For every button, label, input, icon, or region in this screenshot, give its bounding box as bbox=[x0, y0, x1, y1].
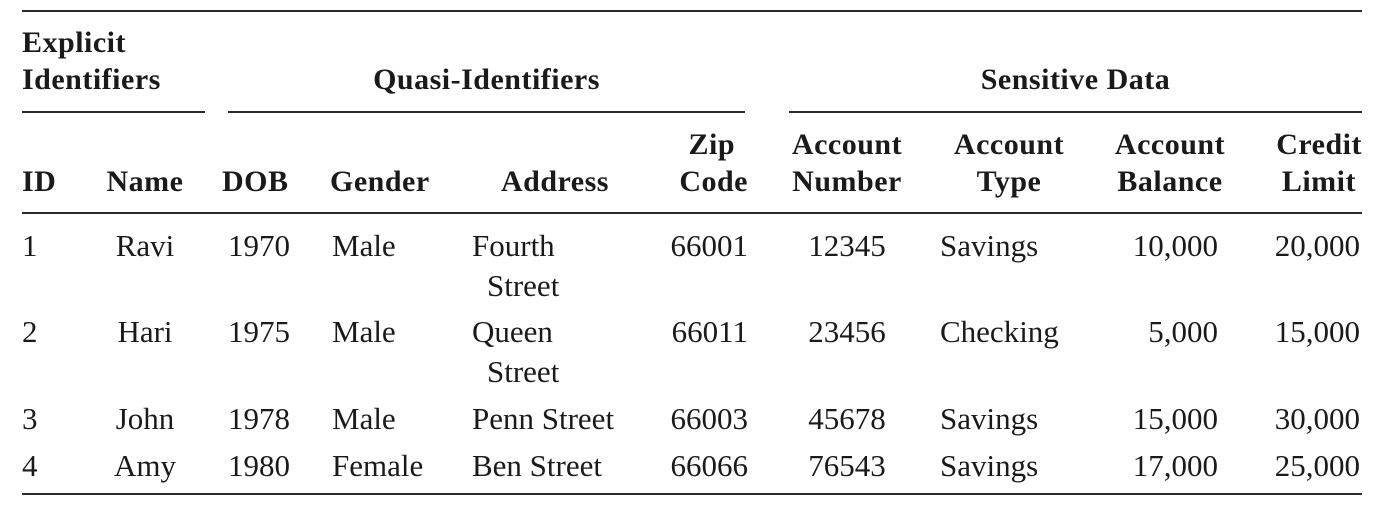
table-cell-address-line1: Penn Street bbox=[472, 401, 615, 436]
sensitive-group-rule bbox=[789, 111, 1362, 113]
table-cell-zip: 66011 bbox=[671, 314, 748, 349]
col-header-credit-limit-line2: Limit bbox=[1281, 165, 1356, 198]
col-header-account-type-line2: Type bbox=[976, 165, 1042, 198]
table-cell-address-line2: Street bbox=[487, 354, 560, 389]
group-quasi-identifiers: Quasi-Identifiers bbox=[373, 63, 600, 96]
table-cell-account-balance: 10,000 bbox=[1132, 228, 1218, 263]
table-cell-account-balance: 17,000 bbox=[1132, 448, 1218, 483]
table-cell-zip: 66003 bbox=[670, 401, 749, 436]
col-header-account-type-line1: Account bbox=[953, 128, 1065, 161]
table-cell-account-balance: 5,000 bbox=[1148, 314, 1218, 349]
table-cell-id: 4 bbox=[22, 448, 38, 483]
group-explicit-line2: Identifiers bbox=[22, 63, 161, 96]
col-header-zip-line1: Zip bbox=[688, 128, 735, 161]
col-header-account-balance-line1: Account bbox=[1114, 128, 1226, 161]
table-cell-credit-limit: 15,000 bbox=[1274, 314, 1360, 349]
table-cell-gender: Female bbox=[332, 448, 424, 483]
col-header-account-number-line1: Account bbox=[791, 128, 903, 161]
table-cell-account-number: 12345 bbox=[808, 228, 886, 263]
table-cell-zip: 66066 bbox=[670, 448, 749, 483]
table-cell-name: John bbox=[115, 401, 175, 436]
table-cell-account-number: 76543 bbox=[808, 448, 886, 483]
table-cell-address-line2: Street bbox=[487, 268, 560, 303]
col-header-account-number-line2: Number bbox=[792, 165, 902, 198]
table-cell-account-number: 23456 bbox=[808, 314, 886, 349]
table-cell-dob: 1970 bbox=[228, 228, 290, 263]
table-cell-dob: 1978 bbox=[228, 401, 290, 436]
group-sensitive-data: Sensitive Data bbox=[980, 63, 1171, 96]
table-cell-name: Ravi bbox=[115, 228, 175, 263]
table-cell-credit-limit: 25,000 bbox=[1274, 448, 1360, 483]
col-header-gender: Gender bbox=[330, 165, 430, 198]
top-rule bbox=[22, 10, 1362, 12]
table-cell-account-number: 45678 bbox=[808, 401, 886, 436]
group-explicit-line1: Explicit bbox=[22, 26, 127, 59]
quasi-group-rule bbox=[228, 111, 745, 113]
col-header-address: Address bbox=[501, 165, 609, 198]
table-cell-credit-limit: 30,000 bbox=[1274, 401, 1360, 436]
table-cell-zip: 66001 bbox=[670, 228, 749, 263]
table-cell-dob: 1975 bbox=[228, 314, 290, 349]
header-rule bbox=[22, 212, 1362, 214]
table-cell-id: 2 bbox=[22, 314, 38, 349]
table-cell-dob: 1980 bbox=[228, 448, 290, 483]
col-header-dob: DOB bbox=[222, 165, 289, 198]
table-cell-name: Amy bbox=[114, 448, 176, 483]
col-header-account-balance-line2: Balance bbox=[1117, 165, 1223, 198]
table-cell-account-balance: 15,000 bbox=[1132, 401, 1218, 436]
table-cell-id: 3 bbox=[22, 401, 38, 436]
col-header-zip-line2: Code bbox=[679, 165, 748, 198]
table-cell-account-type: Checking bbox=[940, 314, 1059, 349]
table-cell-gender: Male bbox=[332, 228, 396, 263]
table-cell-account-type: Savings bbox=[940, 401, 1039, 436]
table-cell-address-line1: Ben Street bbox=[472, 448, 602, 483]
explicit-group-rule bbox=[22, 111, 205, 113]
bottom-rule bbox=[22, 493, 1362, 495]
table-cell-account-type: Savings bbox=[940, 228, 1039, 263]
table-cell-address-line1: Queen bbox=[472, 314, 553, 349]
table-cell-name: Hari bbox=[117, 314, 173, 349]
table-cell-credit-limit: 20,000 bbox=[1274, 228, 1360, 263]
col-header-credit-limit-line1: Credit bbox=[1276, 128, 1362, 161]
table-cell-account-type: Savings bbox=[940, 448, 1039, 483]
table-cell-address-line1: Fourth bbox=[472, 228, 555, 263]
table-cell-gender: Male bbox=[332, 314, 396, 349]
table-cell-id: 1 bbox=[22, 228, 38, 263]
col-header-name: Name bbox=[106, 165, 184, 198]
table-cell-gender: Male bbox=[332, 401, 396, 436]
col-header-id: ID bbox=[22, 165, 57, 198]
